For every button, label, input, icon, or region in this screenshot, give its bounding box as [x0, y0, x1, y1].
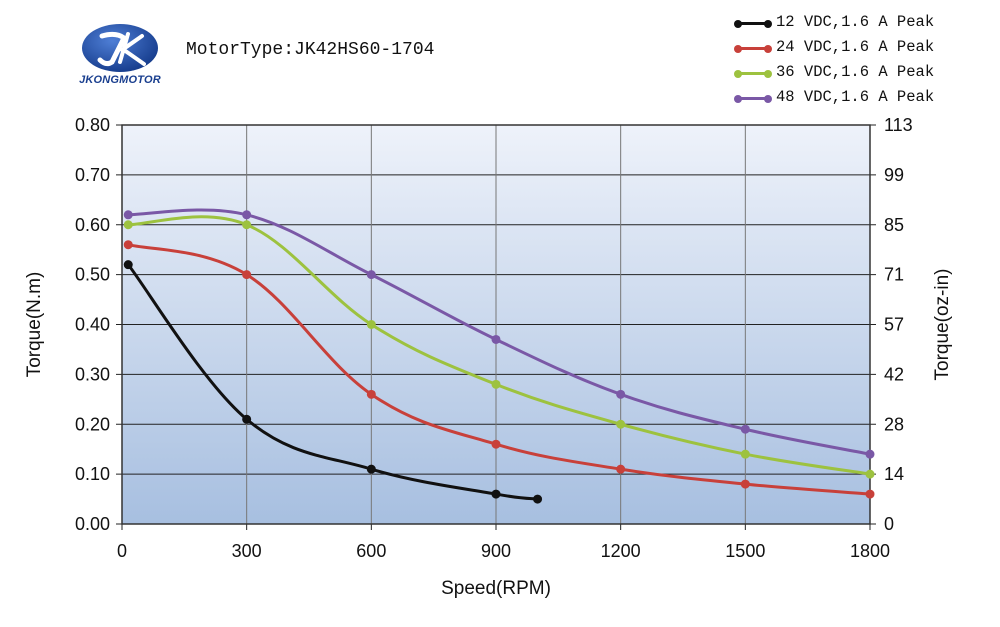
legend-marker [764, 69, 772, 78]
y-axis-label: Torque(N.m) [24, 272, 45, 378]
x-tick-label: 600 [356, 541, 386, 561]
data-point [491, 379, 501, 389]
data-point [616, 389, 626, 399]
x-tick-label: 1500 [725, 541, 765, 561]
data-point [123, 240, 133, 250]
legend-swatch [736, 97, 768, 100]
series-4 [123, 208, 875, 459]
x-tick-label: 1800 [850, 541, 890, 561]
data-point [242, 414, 252, 424]
x-tick-label: 300 [232, 541, 262, 561]
series-lines [123, 208, 875, 504]
legend-marker [764, 44, 772, 53]
x-tick-label: 900 [481, 541, 511, 561]
data-point [616, 419, 626, 429]
legend-label: 48 VDC,1.6 A Peak [776, 88, 935, 106]
y-tick-label: 0.40 [75, 315, 110, 335]
data-point [865, 489, 875, 499]
y2-tick-label: 71 [884, 265, 904, 285]
legend-marker [734, 69, 742, 78]
y2-tick-label: 113 [884, 115, 913, 135]
y2-tick-label: 0 [884, 514, 894, 534]
data-point [366, 320, 376, 329]
y-tick-label: 0.50 [75, 265, 110, 285]
y2-tick-label: 57 [884, 315, 904, 335]
legend-marker [764, 19, 772, 28]
legend-swatch [736, 47, 768, 50]
data-point [491, 439, 501, 449]
plot-frame [121, 124, 871, 525]
y-tick-label: 0.70 [75, 165, 110, 185]
data-point [740, 424, 750, 434]
data-point [533, 494, 543, 504]
y2-axis-label: Torque(oz-in) [932, 269, 953, 381]
data-point [616, 464, 626, 474]
logo-emblem [82, 24, 158, 72]
legend-marker [734, 94, 742, 103]
legend-marker [734, 44, 742, 53]
data-point [242, 220, 252, 230]
data-point [123, 220, 133, 230]
logo: JKONGMOTOR [72, 22, 168, 96]
legend-swatch [736, 22, 768, 25]
y-tick-label: 0.60 [75, 215, 110, 235]
y-tick-label: 0.20 [75, 414, 110, 434]
legend-marker [734, 19, 742, 28]
data-point [491, 334, 501, 344]
data-point [242, 270, 252, 280]
y2-tick-label: 85 [884, 215, 904, 235]
x-tick-label: 0 [117, 541, 127, 561]
data-point [366, 464, 376, 474]
y-tick-label: 0.30 [75, 364, 110, 384]
data-point [123, 210, 133, 220]
y-tick-label: 0.80 [75, 115, 110, 135]
series-2 [123, 240, 875, 499]
y2-tick-label: 28 [884, 414, 904, 434]
x-axis-label: Speed(RPM) [441, 578, 551, 599]
y2-tick-label: 42 [884, 364, 904, 384]
data-point [865, 469, 875, 479]
x-tick-label: 1200 [601, 541, 641, 561]
legend-label: 24 VDC,1.6 A Peak [776, 38, 935, 56]
data-point [865, 449, 875, 459]
y-tick-label: 0.00 [75, 514, 110, 534]
data-point [740, 479, 750, 489]
logo-text: JKONGMOTOR [79, 74, 161, 86]
legend-swatch [736, 72, 768, 75]
tick-labels: 0.00 0 0.10 14 0.20 28 0.30 42 0.40 57 0.50 71 0.60 8… [75, 115, 913, 561]
data-point [491, 489, 501, 499]
legend-label: 12 VDC,1.6 A Peak [776, 13, 935, 31]
data-point [366, 389, 376, 399]
legend-marker [764, 94, 772, 103]
y2-tick-label: 14 [884, 464, 904, 484]
series-1 [123, 260, 543, 504]
motor-type-title: MotorType:JK42HS60-1704 [186, 40, 435, 60]
legend-label: 36 VDC,1.6 A Peak [776, 63, 935, 81]
data-point [123, 260, 133, 270]
y-tick-label: 0.10 [75, 464, 110, 484]
data-point [242, 210, 252, 220]
series-3 [123, 215, 875, 479]
data-point [740, 449, 750, 459]
y2-tick-label: 99 [884, 165, 904, 185]
data-point [366, 270, 376, 280]
